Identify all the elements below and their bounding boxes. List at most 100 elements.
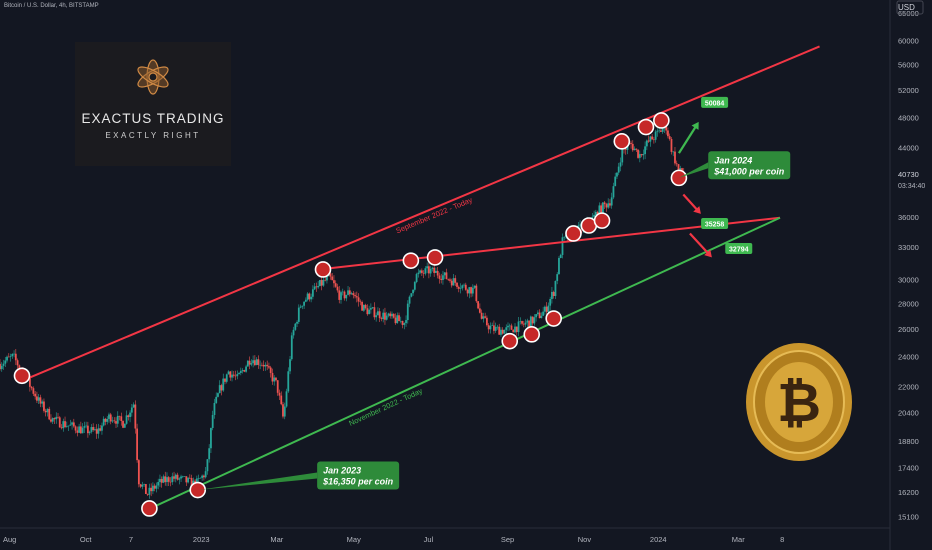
candle-body [150,487,153,492]
candle-body [122,420,124,428]
candle-body [204,471,207,478]
candle-body [268,366,270,368]
candle-body [387,313,390,316]
candle-body [58,417,61,428]
candle-body [95,429,98,434]
candle-body [123,423,126,428]
candle-body [536,312,539,315]
candle-body [447,279,450,280]
candle-body [120,416,123,421]
candle-body [505,327,508,330]
candle-body [542,311,545,316]
candle-body [478,308,481,313]
candle-body [199,477,202,479]
time-tick-label: Mar [270,535,283,544]
candle-body [443,272,446,276]
candle-body [202,475,205,478]
candle-body [239,370,242,373]
candle-body [104,418,107,422]
candle-body [231,374,233,378]
candle-body [406,303,409,321]
candle-body [306,293,309,300]
candle-body [535,314,538,318]
candle-body [304,299,307,302]
candle-body [188,477,191,479]
candle-body [55,416,58,420]
candle-body [174,474,177,479]
candle-body [53,418,56,420]
candle-body [679,168,682,170]
candle-body [60,427,63,429]
touch-marker [545,310,562,327]
candle-body [359,301,362,303]
candle-body [675,163,678,165]
candle-body [477,301,480,309]
candle-body [420,270,423,273]
candle-body [290,335,293,360]
candle-body [181,476,184,477]
candle-body [127,415,130,418]
candles [0,120,687,499]
candle-body [232,374,235,376]
candle-body [463,284,465,286]
candle-body [278,392,281,396]
candle-body [238,372,240,375]
touch-marker [637,118,655,136]
candle-body [136,428,139,461]
candle-body [166,477,168,483]
candle-body [285,391,288,407]
candle-body [341,291,344,293]
candle-body [348,290,351,295]
candle-body [16,360,19,366]
candle-body [201,475,204,478]
candle-body [13,353,15,355]
candle-body [65,426,68,428]
candle-body [522,323,525,325]
candle-body [487,325,490,330]
candle-body [64,421,66,428]
candle-body [46,408,49,413]
bar-countdown-label: 03:34:40 [898,183,925,190]
candle-body [464,284,467,290]
symbol-header: Bitcoin / U.S. Dollar, 4h, BITSTAMP [4,3,99,9]
candle-body [399,320,402,322]
candle-body [556,274,559,281]
time-tick-label: Oct [80,535,93,544]
touch-marker [402,252,420,269]
candle-body [76,430,79,433]
price-tick-label: 36000 [898,213,919,222]
candle-body [296,321,298,324]
candle-body [415,274,418,283]
candle-body [429,269,432,274]
candle-body [515,326,518,333]
candle-body [81,427,84,434]
candle-body [271,372,274,382]
candle-body [647,140,650,142]
candle-body [236,374,239,377]
price-tick-label: 60000 [898,37,919,46]
candle-body [217,393,219,397]
candle-body [146,493,149,495]
price-tick-label: 17400 [898,463,919,472]
candle-body [246,360,249,367]
candle-body [612,186,615,198]
candle-body [6,356,8,361]
candle-body [561,237,564,255]
candle-body [563,236,566,238]
candle-body [287,371,290,392]
candle-body [187,477,189,483]
price-tick-label: 26000 [898,325,919,334]
candle-body [71,422,73,425]
candle-body [322,279,325,286]
candle-body [503,329,506,334]
touch-marker [314,261,332,278]
time-tick-label: Sep [501,535,514,544]
callout-box [708,151,791,180]
candle-body [173,476,175,479]
callout-box [317,461,400,490]
candle-body [44,410,47,413]
candle-body [531,316,534,324]
candle-body [391,313,393,317]
candle-body [551,291,553,299]
